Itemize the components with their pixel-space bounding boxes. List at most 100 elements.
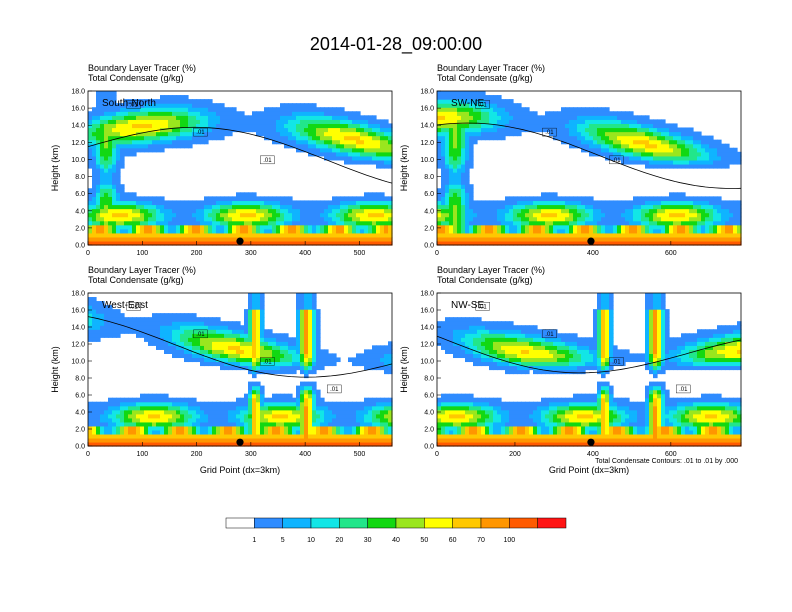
- tracer-cell: [376, 220, 381, 226]
- tracer-cell: [184, 107, 189, 112]
- tracer-cell: [477, 127, 482, 133]
- tracer-cell: [320, 123, 325, 129]
- tracer-cell: [88, 317, 93, 322]
- tracer-cell: [148, 417, 153, 423]
- tracer-cell: [120, 139, 125, 145]
- tracer-cell: [144, 111, 149, 116]
- tracer-cell: [132, 212, 137, 218]
- tracer-cell: [104, 115, 109, 120]
- tracer-cell: [180, 212, 185, 218]
- tracer-cell: [613, 228, 618, 234]
- contour-label: .01: [129, 102, 138, 108]
- tracer-cell: [228, 325, 233, 330]
- tracer-cell: [633, 127, 638, 133]
- tracer-cell: [613, 119, 618, 125]
- tracer-cell: [465, 176, 470, 181]
- tracer-cell: [160, 200, 165, 206]
- tracer-cell: [645, 131, 650, 137]
- tracer-cell: [176, 95, 181, 100]
- tracer-cell: [152, 232, 157, 238]
- tracer-cell: [364, 200, 369, 206]
- tracer-cell: [449, 139, 454, 145]
- tracer-cell: [228, 333, 233, 338]
- tracer-cell: [645, 143, 650, 149]
- tracer-cell: [593, 236, 598, 242]
- tracer-cell: [581, 147, 586, 153]
- tracer-cell: [733, 216, 738, 222]
- tracer-cell: [609, 240, 614, 246]
- tracer-cell: [601, 131, 606, 137]
- tracer-cell: [641, 224, 646, 230]
- tracer-cell: [112, 204, 117, 210]
- tracer-cell: [288, 115, 293, 120]
- tracer-cell: [100, 224, 105, 230]
- tracer-cell: [509, 236, 514, 242]
- tracer-cell: [184, 103, 189, 108]
- tracer-cell: [264, 228, 269, 234]
- tracer-cell: [605, 147, 610, 153]
- tracer-cell: [697, 200, 702, 206]
- tracer-cell: [324, 127, 329, 133]
- tracer-cell: [156, 317, 161, 322]
- tracer-cell: [328, 208, 333, 214]
- tracer-cell: [200, 212, 205, 218]
- tracer-cell: [637, 127, 642, 133]
- tracer-cell: [469, 208, 474, 214]
- tracer-cell: [252, 317, 257, 322]
- tracer-cell: [557, 204, 562, 210]
- tracer-cell: [453, 135, 458, 141]
- tracer-cell: [168, 329, 173, 334]
- tracer-cell: [276, 345, 281, 350]
- tracer-cell: [605, 228, 610, 234]
- tracer-cell: [725, 212, 730, 218]
- tracer-cell: [533, 240, 538, 246]
- tracer-cell: [148, 401, 153, 407]
- tracer-cell: [112, 437, 117, 443]
- tracer-cell: [581, 236, 586, 242]
- tracer-cell: [501, 103, 506, 108]
- tracer-cell: [120, 208, 125, 214]
- tracer-cell: [629, 155, 634, 161]
- tracer-cell: [296, 301, 301, 306]
- tracer-cell: [665, 212, 670, 218]
- tracer-cell: [156, 147, 161, 153]
- tracer-cell: [168, 397, 173, 403]
- tracer-cell: [252, 293, 257, 298]
- tracer-cell: [144, 232, 149, 238]
- tracer-cell: [232, 345, 237, 350]
- tracer-cell: [144, 119, 149, 125]
- tracer-cell: [116, 119, 121, 125]
- tracer-cell: [300, 305, 305, 310]
- tracer-cell: [685, 236, 690, 242]
- tracer-cell: [116, 103, 121, 108]
- tracer-cell: [561, 232, 566, 238]
- tracer-cell: [184, 208, 189, 214]
- tracer-cell: [148, 393, 153, 399]
- tracer-cell: [705, 216, 710, 222]
- tracer-cell: [685, 143, 690, 149]
- tracer-cell: [453, 180, 458, 185]
- tracer-cell: [140, 417, 145, 423]
- tracer-cell: [693, 131, 698, 137]
- tracer-cell: [344, 147, 349, 153]
- tracer-cell: [681, 200, 686, 206]
- tracer-cell: [661, 131, 666, 137]
- tracer-cell: [376, 192, 381, 197]
- tracer-cell: [92, 232, 97, 238]
- tracer-cell: [260, 325, 265, 330]
- tracer-cell: [533, 127, 538, 133]
- tracer-cell: [553, 192, 558, 197]
- tracer-cell: [104, 228, 109, 234]
- tracer-cell: [661, 200, 666, 206]
- tracer-cell: [368, 232, 373, 238]
- tracer-cell: [292, 421, 297, 427]
- tracer-cell: [348, 159, 353, 165]
- tracer-cell: [252, 333, 257, 338]
- tracer-cell: [525, 196, 530, 202]
- tracer-cell: [577, 131, 582, 137]
- tracer-cell: [96, 409, 101, 415]
- tracer-cell: [224, 365, 229, 371]
- tracer-cell: [120, 417, 125, 423]
- tracer-cell: [356, 135, 361, 141]
- tracer-cell: [497, 99, 502, 104]
